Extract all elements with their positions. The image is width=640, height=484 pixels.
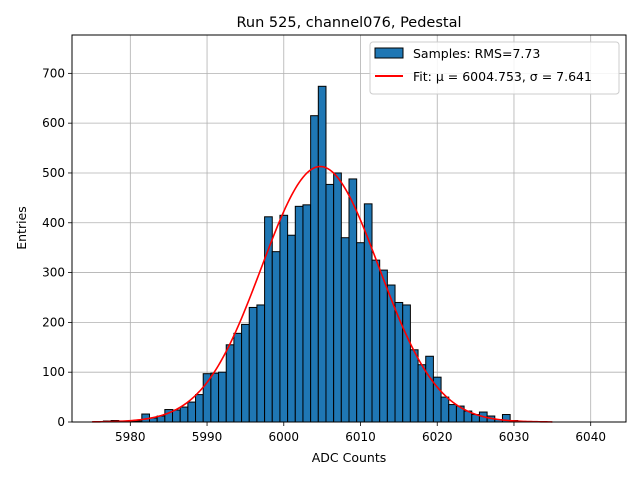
histogram-bar [418, 365, 426, 422]
histogram-bar [380, 270, 388, 422]
histogram-bar [357, 243, 365, 422]
histogram-bar [280, 215, 288, 422]
histogram-bar [226, 345, 234, 422]
x-tick-label: 6000 [269, 430, 300, 444]
x-tick-label: 5990 [192, 430, 223, 444]
histogram-bar [295, 206, 303, 422]
x-tick-label: 6030 [499, 430, 530, 444]
y-tick-label: 600 [42, 116, 65, 130]
histogram-bar [303, 205, 311, 422]
y-tick-label: 200 [42, 315, 65, 329]
histogram-bar [180, 407, 188, 422]
histogram-bar [257, 305, 265, 422]
histogram-bar [441, 397, 449, 422]
legend-samples-swatch [375, 48, 403, 58]
x-tick-label: 5980 [115, 430, 146, 444]
histogram-bar [334, 173, 342, 422]
y-tick-label: 0 [57, 415, 65, 429]
chart-title: Run 525, channel076, Pedestal [236, 15, 461, 31]
histogram-bar [242, 324, 250, 422]
x-tick-label: 6010 [345, 430, 376, 444]
histogram-bar [349, 179, 357, 422]
legend: Samples: RMS=7.73 Fit: μ = 6004.753, σ =… [370, 42, 619, 94]
legend-samples-label: Samples: RMS=7.73 [413, 46, 540, 61]
y-tick-label: 500 [42, 166, 65, 180]
histogram-bar [249, 307, 257, 422]
legend-fit-label: Fit: μ = 6004.753, σ = 7.641 [413, 69, 592, 84]
histogram-bar [372, 260, 380, 422]
histogram-bar [196, 395, 204, 422]
histogram-bar [311, 116, 319, 422]
histogram-bar [318, 86, 326, 422]
histogram-bar [326, 184, 334, 422]
histogram-bar [272, 252, 280, 422]
histogram-bar [426, 356, 434, 422]
histogram-bar [364, 204, 372, 422]
histogram-bar [341, 238, 349, 422]
histogram-bar [449, 405, 457, 422]
y-tick-label: 700 [42, 66, 65, 80]
histogram-bar [211, 373, 219, 422]
histogram-bar [395, 302, 403, 422]
x-tick-label: 6020 [422, 430, 453, 444]
histogram-bar [410, 350, 418, 422]
histogram-bar [173, 410, 181, 422]
histogram-bar [203, 374, 211, 422]
y-tick-label: 100 [42, 365, 65, 379]
y-tick-label: 300 [42, 266, 65, 280]
histogram-bar [288, 235, 296, 422]
histogram-bar [234, 333, 242, 422]
histogram-bar [188, 402, 196, 422]
histogram-bar [403, 305, 411, 422]
x-axis-label: ADC Counts [312, 450, 387, 465]
y-axis-label: Entries [14, 206, 29, 250]
histogram-bar [219, 372, 227, 422]
y-tick-label: 400 [42, 216, 65, 230]
x-tick-label: 6040 [575, 430, 606, 444]
